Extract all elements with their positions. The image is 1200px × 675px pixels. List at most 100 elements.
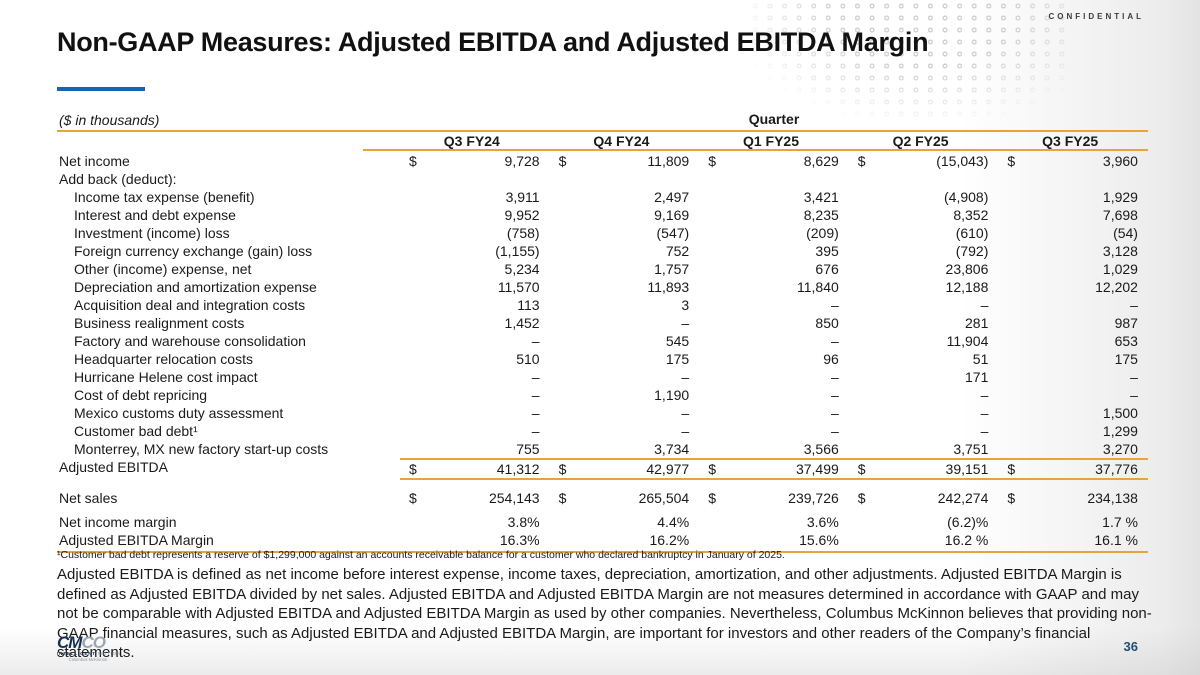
row-label: Mexico customs duty assessment xyxy=(74,405,284,421)
value-cell: $37,776 xyxy=(998,458,1148,480)
logo-cm: CM xyxy=(57,633,82,652)
row-label: Customer bad debt¹ xyxy=(74,423,198,439)
row-label: Interest and debt expense xyxy=(74,207,236,223)
cell-value: – xyxy=(531,405,540,421)
value-cell: – xyxy=(550,314,700,332)
cell-value: 755 xyxy=(516,441,540,457)
value-cell: 9,169 xyxy=(550,206,700,224)
value-cell: 175 xyxy=(550,350,700,368)
value-cell: 15.6% xyxy=(699,531,849,549)
value-cell: 11,904 xyxy=(849,332,999,350)
value-cell: 171 xyxy=(849,368,999,386)
row-label: Income tax expense (benefit) xyxy=(74,189,255,205)
row-label: Add back (deduct): xyxy=(59,171,177,187)
cell-value: 3.6% xyxy=(806,514,839,530)
table-row: Customer bad debt¹ – – – – 1,299 xyxy=(57,422,1148,440)
value-cell: – xyxy=(699,332,849,350)
table-row: Net income $9,728 $11,809 $8,629 $ (15,043) $3… xyxy=(57,152,1148,170)
value-cell: $9,728 xyxy=(400,152,550,170)
cell-value: (758) xyxy=(506,225,540,241)
value-cell: 3,566 xyxy=(699,440,849,458)
value-cell: 12,202 xyxy=(998,278,1148,296)
cell-value: (547) xyxy=(656,225,690,241)
footnote: ¹Customer bad debt represents a reserve … xyxy=(57,549,785,561)
row-label: Business realignment costs xyxy=(74,315,245,331)
value-cell: (758) xyxy=(400,224,550,242)
cell-value: – xyxy=(830,423,839,439)
cell-value: – xyxy=(830,369,839,385)
currency-symbol: $ xyxy=(558,461,567,477)
value-cell xyxy=(849,170,999,188)
currency-symbol: $ xyxy=(409,490,417,506)
value-cell: 2,497 xyxy=(550,188,700,206)
row-label: Monterrey, MX new factory start-up costs xyxy=(74,441,329,457)
value-cell: (610) xyxy=(849,224,999,242)
cell-value: 175 xyxy=(1114,351,1138,367)
logo-tagline: INTELLIGENT MOTION xyxy=(57,651,122,656)
value-cell: – xyxy=(699,386,849,404)
cell-value: 3,734 xyxy=(654,441,690,457)
cell-value: – xyxy=(531,423,540,439)
cell-value: – xyxy=(681,405,690,421)
value-cell: – xyxy=(849,386,999,404)
value-cell: 653 xyxy=(998,332,1148,350)
cell-value: – xyxy=(830,387,839,403)
table-rule-top xyxy=(57,130,1148,132)
value-cell: $41,312 xyxy=(400,458,550,480)
currency-symbol: $ xyxy=(708,461,716,477)
cell-value: – xyxy=(980,423,989,439)
cell-value: 510 xyxy=(516,351,540,367)
confidential-label: CONFIDENTIAL xyxy=(1048,12,1144,21)
cell-value: 1,299 xyxy=(1102,423,1138,439)
cell-value: – xyxy=(1130,297,1138,313)
cell-value: 242,274 xyxy=(937,490,989,506)
cell-value: 234,138 xyxy=(1087,490,1138,506)
cell-value: (15,043) xyxy=(936,153,989,169)
cell-value: 11,904 xyxy=(946,333,989,349)
table-row: Factory and warehouse consolidation – 545 –… xyxy=(57,332,1148,350)
cell-value: (4,908) xyxy=(944,189,989,205)
cell-value: (1,155) xyxy=(495,243,540,259)
value-cell: (54) xyxy=(998,224,1148,242)
value-cell: $8,629 xyxy=(699,152,849,170)
row-label: Headquarter relocation costs xyxy=(74,351,253,367)
value-cell: 1,757 xyxy=(550,260,700,278)
row-label: Net sales xyxy=(59,490,118,506)
cell-value: 752 xyxy=(665,243,690,259)
value-cell: – xyxy=(550,368,700,386)
value-cell: $11,809 xyxy=(550,152,700,170)
table-row: Business realignment costs 1,452 – 850 281 98… xyxy=(57,314,1148,332)
table-row: Adjusted EBITDA $41,312 $42,977 $37,499 $39,… xyxy=(57,458,1148,480)
table-row: Net income margin 3.8% 4.4% 3.6% (6.2)% 1.7 % xyxy=(57,513,1148,531)
cell-value: 113 xyxy=(517,297,540,313)
cell-value: – xyxy=(980,297,989,313)
cell-value: 4.4% xyxy=(657,514,690,530)
cell-value: 987 xyxy=(1114,315,1138,331)
cell-value: 12,188 xyxy=(945,279,989,295)
value-cell: 755 xyxy=(400,440,550,458)
value-cell: – xyxy=(849,296,999,314)
logo-mark: CMCO xyxy=(57,634,167,651)
value-cell: – xyxy=(400,332,550,350)
value-cell: – xyxy=(699,368,849,386)
table-row: Adjusted EBITDA Margin 16.3% 16.2% 15.6% 16.… xyxy=(57,531,1148,549)
value-cell: 7,698 xyxy=(998,206,1148,224)
value-cell: 752 xyxy=(550,242,700,260)
cell-value: – xyxy=(1130,369,1138,385)
value-cell: – xyxy=(699,296,849,314)
cell-value: – xyxy=(681,369,690,385)
cell-value: 3,270 xyxy=(1102,441,1138,457)
value-cell: – xyxy=(699,404,849,422)
row-label: Other (income) expense, net xyxy=(74,261,252,277)
cell-value: 9,169 xyxy=(654,207,690,223)
table-body: Net income $9,728 $11,809 $8,629 $ (15,043) $3… xyxy=(57,152,1148,549)
cell-value: 281 xyxy=(965,315,989,331)
currency-symbol: $ xyxy=(1007,461,1016,477)
cell-value: 2,497 xyxy=(654,189,690,205)
financial-table: ($ in thousands) Quarter Q3 FY24 Q4 FY24 Q… xyxy=(57,110,1148,553)
cell-value: 12,202 xyxy=(1095,279,1138,295)
currency-symbol: $ xyxy=(1007,153,1016,169)
value-cell xyxy=(550,170,700,188)
cell-value: 9,952 xyxy=(504,207,540,223)
value-cell: 676 xyxy=(699,260,849,278)
